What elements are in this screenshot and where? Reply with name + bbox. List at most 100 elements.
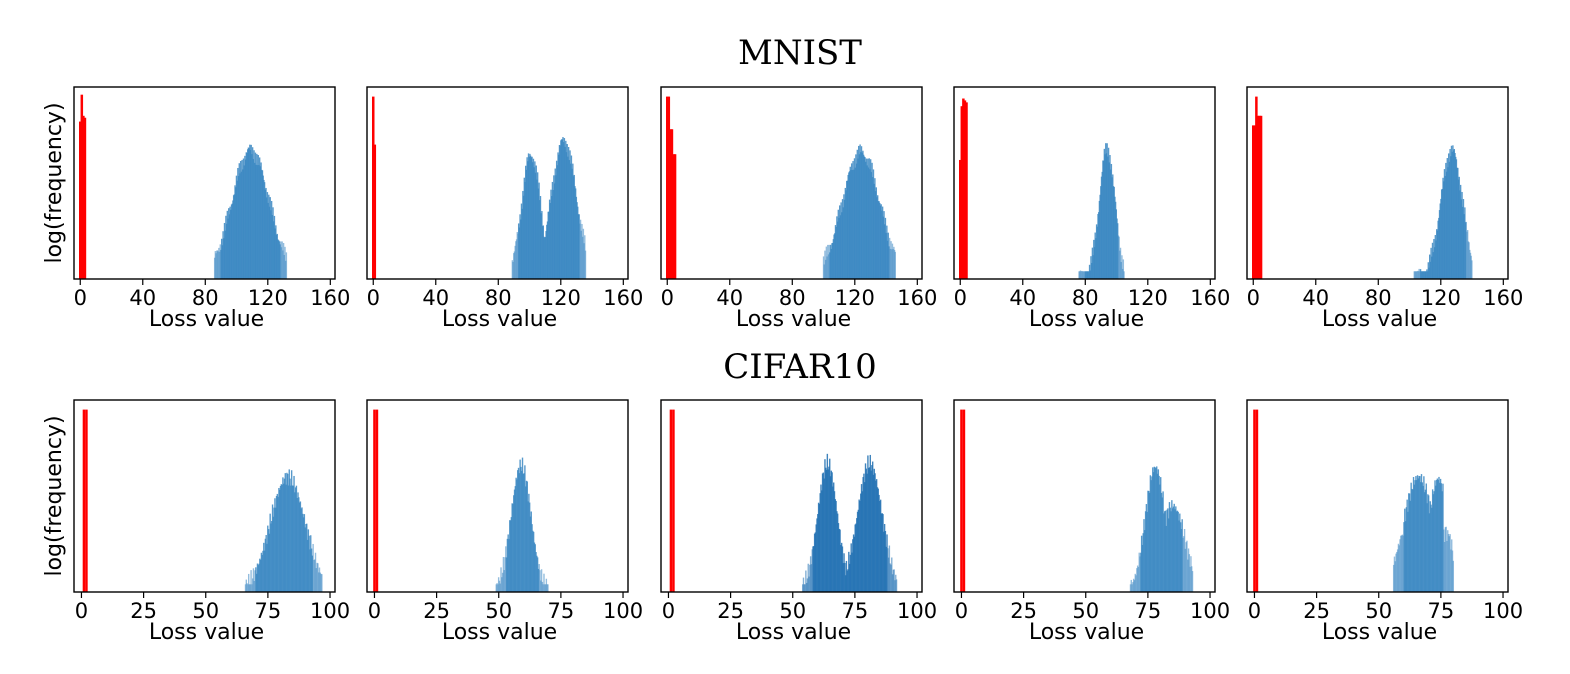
nonmember-bar-36	[536, 172, 539, 279]
x-tick-label: 160	[1483, 286, 1523, 310]
nonmember-bar-4	[498, 580, 501, 592]
nonmember-bar-61	[1441, 491, 1443, 592]
member-bar-0	[373, 409, 376, 592]
nonmember-bar-42	[278, 487, 280, 592]
nonmember-bar-62	[1457, 167, 1459, 279]
nonmember-bar-27	[841, 199, 844, 279]
nonmember-bar-96	[878, 494, 880, 592]
nonmember-bar-50	[1169, 507, 1171, 592]
nonmember-bar-7	[1418, 268, 1420, 279]
x-axis-label: Loss value	[736, 620, 851, 645]
nonmember-bar-59	[848, 563, 851, 592]
nonmember-bar-109	[888, 545, 891, 592]
nonmember-bar-24	[528, 156, 530, 279]
nonmember-bar-65	[296, 497, 298, 592]
nonmember-bar-64	[1180, 529, 1183, 592]
nonmember-bar-21	[818, 503, 821, 592]
nonmember-bar-25	[515, 477, 517, 592]
nonmember-bar-23	[1148, 490, 1150, 592]
nonmember-bar-27	[530, 157, 533, 279]
nonmember-bar-10	[1137, 566, 1140, 592]
nonmember-bar-26	[822, 472, 825, 592]
nonmember-bar-44	[836, 513, 839, 592]
nonmember-bar-64	[258, 157, 261, 279]
nonmember-bar-81	[879, 205, 882, 279]
nonmember-bar-59	[291, 485, 294, 592]
nonmember-bar-55	[1117, 223, 1119, 279]
nonmember-bar-21	[837, 209, 840, 279]
nonmember-bar-79	[269, 197, 271, 279]
nonmember-bar-10	[1400, 535, 1403, 592]
nonmember-bar-78	[268, 206, 271, 279]
nonmember-bar-3	[1080, 271, 1082, 279]
nonmember-bar-29	[234, 185, 236, 279]
member-bar-4	[965, 102, 968, 279]
nonmember-bar-28	[517, 467, 520, 592]
nonmember-bar-111	[890, 564, 892, 592]
nonmember-bar-81	[568, 160, 571, 279]
nonmember-bar-17	[1425, 271, 1427, 279]
nonmember-bar-22	[262, 550, 264, 592]
nonmember-bar-19	[1091, 247, 1094, 279]
nonmember-bar-60	[553, 183, 556, 279]
nonmember-bar-94	[577, 214, 580, 279]
nonmember-bar-74	[303, 514, 306, 592]
panel-cifar10-5: 0 25 50 75 100 Loss value	[1246, 399, 1523, 645]
nonmember-bar-76	[1466, 230, 1469, 279]
nonmember-bar-4	[1132, 578, 1135, 592]
nonmember-bar-16	[814, 532, 817, 592]
x-tick-label: 80	[192, 286, 219, 310]
nonmember-bar-53	[251, 154, 253, 279]
member-bar-0	[1253, 409, 1256, 592]
axes-frame	[953, 399, 1216, 593]
nonmember-bar-70	[1185, 542, 1187, 592]
nonmember-bar-15	[833, 234, 835, 279]
nonmember-bar-51	[547, 211, 549, 279]
nonmember-bar-20	[511, 503, 513, 592]
nonmember-bar-59	[1455, 156, 1457, 279]
nonmember-bar-84	[311, 555, 314, 592]
panel-mnist-2: 0 40 80 120 160 Loss value	[366, 86, 643, 332]
x-tick-label: 75	[1428, 599, 1455, 623]
nonmember-bar-72	[562, 137, 564, 279]
nonmember-bar-20	[260, 552, 263, 592]
nonmember-bar-59	[864, 157, 866, 279]
nonmember-bar-37	[524, 486, 527, 592]
nonmember-bar-22	[1429, 254, 1431, 279]
nonmember-bar-2	[1079, 270, 1082, 279]
nonmember-bar-13	[255, 567, 257, 592]
x-tick-label: 100	[897, 599, 937, 623]
nonmember-bar-56	[846, 570, 848, 592]
nonmember-bar-55	[845, 560, 848, 592]
nonmember-bar-22	[229, 206, 231, 279]
nonmember-bar-72	[873, 183, 875, 279]
nonmember-bar-64	[1123, 271, 1125, 279]
nonmember-bar-19	[1408, 493, 1410, 592]
nonmember-bar-8	[1136, 568, 1138, 592]
nonmember-bar-40	[242, 169, 244, 279]
nonmember-bar-1	[823, 264, 825, 279]
nonmember-bar-92	[576, 202, 578, 279]
nonmember-bar-18	[509, 520, 512, 592]
nonmember-bar-63	[1122, 259, 1125, 279]
nonmember-bar-12	[1421, 271, 1424, 279]
nonmember-bar-24	[1412, 489, 1414, 592]
x-tick-label: 0	[1247, 286, 1260, 310]
nonmember-bar-42	[1426, 503, 1428, 592]
nonmember-bar-52	[286, 472, 288, 592]
nonmember-bar-48	[247, 147, 250, 279]
nonmember-bar-48	[1431, 507, 1433, 592]
nonmember-bar-69	[560, 140, 562, 279]
nonmember-bar-88	[871, 461, 874, 592]
nonmember-bar-63	[1457, 179, 1460, 279]
nonmember-bar-32	[1436, 229, 1438, 279]
nonmember-bar-64	[1458, 176, 1460, 279]
nonmember-bar-101	[582, 228, 585, 279]
member-bar-1	[85, 409, 88, 592]
x-tick-label: 160	[1190, 286, 1230, 310]
member-bar-3	[670, 129, 674, 279]
nonmember-bar-4	[514, 245, 516, 279]
nonmember-bar-41	[1162, 491, 1164, 592]
nonmember-bar-37	[848, 171, 851, 279]
nonmember-bar-72	[302, 513, 304, 592]
